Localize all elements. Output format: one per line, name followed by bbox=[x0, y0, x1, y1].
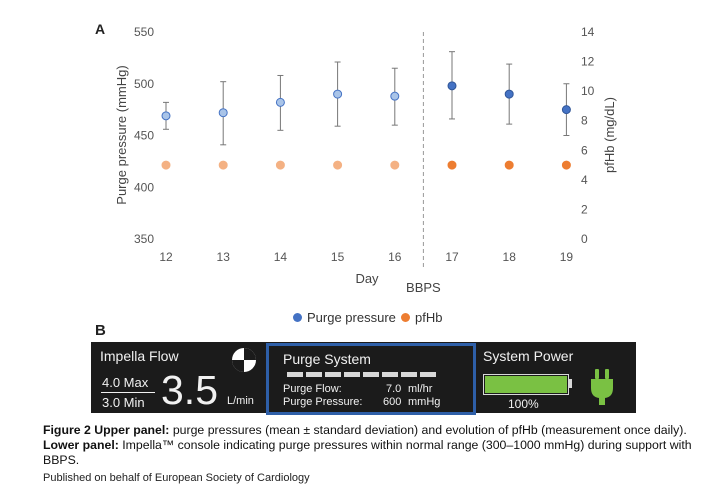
pfhb-point bbox=[275, 160, 285, 170]
purge-pressure-value: 600 bbox=[383, 396, 402, 408]
pfhb-point bbox=[161, 160, 171, 170]
publisher-note: Published on behalf of European Society … bbox=[43, 472, 310, 484]
chart-legend: Purge pressure pfHb bbox=[0, 310, 725, 328]
y-right-tick-label: 0 bbox=[581, 232, 588, 246]
y-right-tick-label: 14 bbox=[581, 25, 595, 39]
caption-upper-text: purge pressures (mean ± standard deviati… bbox=[169, 423, 687, 437]
battery-percentage: 100% bbox=[508, 397, 539, 411]
caption-lower-label: Lower panel: bbox=[43, 438, 119, 452]
y-left-tick-label: 550 bbox=[134, 25, 154, 39]
purge-pressure-unit: mmHg bbox=[408, 396, 441, 408]
pfhb-point bbox=[561, 160, 571, 170]
purge-level-bar bbox=[344, 372, 360, 377]
pfhb-point bbox=[390, 160, 400, 170]
y-left-tick-label: 400 bbox=[134, 180, 154, 194]
purge-pressure-point bbox=[218, 108, 228, 118]
legend-label-pfhb: pfHb bbox=[415, 310, 443, 325]
purge-level-bar bbox=[420, 372, 436, 377]
flow-indicator-icon bbox=[232, 348, 256, 372]
flow-max: 4.0 Max bbox=[102, 375, 149, 390]
x-axis-title: Day bbox=[355, 271, 379, 286]
purge-pressure-point bbox=[161, 111, 171, 121]
purge-level-bar bbox=[401, 372, 417, 377]
purge-level-bar bbox=[325, 372, 341, 377]
bbps-label: BBPS bbox=[406, 280, 441, 295]
purge-level-bar bbox=[306, 372, 322, 377]
battery-tip bbox=[569, 379, 572, 388]
purge-pressure-point bbox=[275, 97, 285, 107]
x-tick-label: 12 bbox=[159, 250, 173, 264]
purge-flow-value: 7.0 bbox=[386, 383, 402, 395]
purge-level-bar bbox=[287, 372, 303, 377]
x-tick-label: 19 bbox=[560, 250, 574, 264]
purge-pressure-point bbox=[561, 105, 571, 115]
chart-marks bbox=[161, 51, 571, 170]
pfhb-point bbox=[333, 160, 343, 170]
panel-a-chart: A 350 400 450 500 550 0 2 4 6 8 10 12 14 12 13 14 15 16 17… bbox=[95, 21, 617, 295]
purge-pressure-point bbox=[333, 89, 343, 99]
pfhb-point bbox=[504, 160, 514, 170]
purge-system-title: Purge System bbox=[283, 351, 371, 367]
y-right-tick-label: 12 bbox=[581, 55, 595, 69]
purge-flow-label: Purge Flow: bbox=[283, 383, 342, 395]
legend-label-purge-pressure: Purge pressure bbox=[307, 310, 396, 325]
flow-min: 3.0 Min bbox=[102, 395, 145, 410]
purge-level-bar bbox=[382, 372, 398, 377]
y-right-tick-label: 2 bbox=[581, 202, 588, 216]
panel-a-letter: A bbox=[95, 21, 105, 37]
purge-pressure-point bbox=[390, 91, 400, 101]
power-plug-icon bbox=[591, 369, 613, 405]
figure-caption: Figure 2 Upper panel: purge pressures (m… bbox=[43, 423, 723, 468]
pfhb-point bbox=[447, 160, 457, 170]
impella-flow-section: Impella Flow 4.0 Max 3.0 Min 3.5 L/min bbox=[91, 342, 266, 413]
flow-divider bbox=[101, 392, 155, 393]
y-left-tick-label: 500 bbox=[134, 77, 154, 91]
caption-lower-text: Impella™ console indicating purge pressu… bbox=[43, 438, 692, 467]
purge-system-section: Purge System Purge Flow: 7.0 ml/hr Purge… bbox=[266, 343, 476, 415]
purge-pressure-point bbox=[447, 81, 457, 91]
x-tick-label: 17 bbox=[445, 250, 459, 264]
flow-value: 3.5 bbox=[161, 367, 218, 413]
y-right-tick-label: 8 bbox=[581, 114, 588, 128]
y-right-tick-label: 4 bbox=[581, 173, 588, 187]
flow-unit: L/min bbox=[227, 395, 254, 407]
x-tick-label: 15 bbox=[331, 250, 345, 264]
purge-flow-unit: ml/hr bbox=[408, 383, 433, 395]
legend-marker-pfhb bbox=[401, 313, 410, 322]
legend-marker-purge-pressure bbox=[293, 313, 302, 322]
impella-flow-title: Impella Flow bbox=[100, 348, 179, 364]
y-left-tick-label: 350 bbox=[134, 232, 154, 246]
y-right-tick-label: 10 bbox=[581, 84, 595, 98]
y-left-axis-title: Purge pressure (mmHg) bbox=[114, 65, 129, 204]
battery-icon bbox=[483, 374, 569, 395]
purge-pressure-point bbox=[504, 89, 514, 99]
legend-item-purge-pressure: Purge pressure bbox=[293, 310, 396, 325]
x-tick-label: 16 bbox=[388, 250, 402, 264]
purge-level-bar bbox=[363, 372, 379, 377]
legend-item-pfhb: pfHb bbox=[401, 310, 442, 325]
x-tick-label: 18 bbox=[503, 250, 517, 264]
chart-axes: 350 400 450 500 550 0 2 4 6 8 10 12 14 12 13 14 15 16 17 18… bbox=[114, 25, 617, 295]
battery-fill bbox=[485, 376, 567, 393]
y-left-tick-label: 450 bbox=[134, 129, 154, 143]
system-power-title: System Power bbox=[483, 348, 574, 364]
purge-pressure-label: Purge Pressure: bbox=[283, 396, 363, 408]
y-right-tick-label: 6 bbox=[581, 143, 588, 157]
pfhb-point bbox=[218, 160, 228, 170]
x-tick-label: 14 bbox=[274, 250, 288, 264]
x-tick-label: 13 bbox=[217, 250, 231, 264]
y-right-axis-title: pfHb (mg/dL) bbox=[602, 97, 617, 173]
panel-b-letter: B bbox=[95, 322, 106, 339]
caption-upper-label: Figure 2 Upper panel: bbox=[43, 423, 170, 437]
